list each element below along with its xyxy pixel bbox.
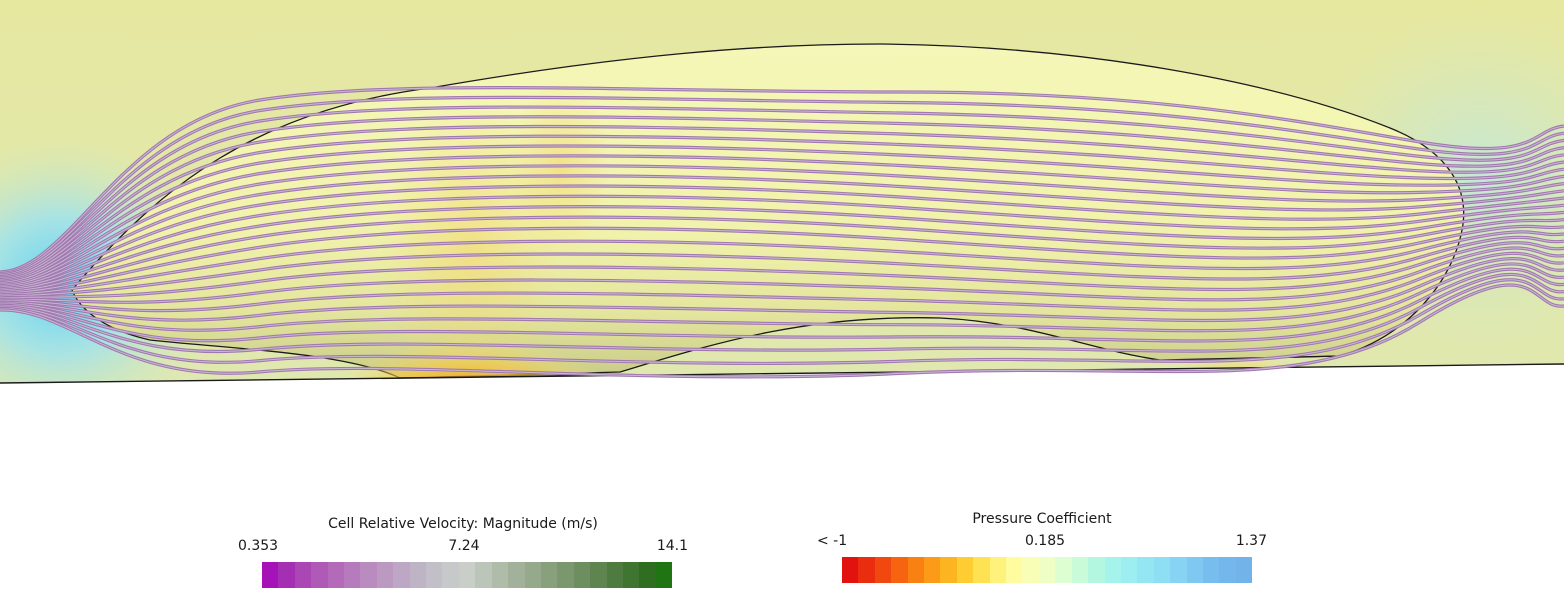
streamlines xyxy=(0,86,1564,379)
streamline-highlight xyxy=(0,145,1564,282)
velocity-legend-min: 0.353 xyxy=(238,538,279,554)
color-swatch xyxy=(622,562,640,588)
color-swatch xyxy=(907,557,925,583)
streamline-highlight xyxy=(0,242,1564,299)
streamline-highlight xyxy=(0,175,1564,287)
streamline-highlight xyxy=(0,252,1564,312)
color-swatch xyxy=(874,557,892,583)
streamline-highlight xyxy=(0,273,1564,353)
color-swatch xyxy=(1006,557,1023,583)
color-swatch xyxy=(590,562,607,588)
streamline-highlight xyxy=(0,216,1564,293)
color-swatch xyxy=(973,557,990,583)
color-swatch xyxy=(1104,557,1121,583)
color-swatch xyxy=(1186,557,1203,583)
streamline-highlight xyxy=(0,185,1564,288)
color-swatch xyxy=(1055,557,1072,583)
pressure-legend: Pressure Coefficient < -1 0.185 1.37 xyxy=(817,511,1267,591)
color-swatch xyxy=(262,562,279,588)
color-swatch xyxy=(360,562,377,588)
color-swatch xyxy=(573,562,591,588)
velocity-legend: Cell Relative Velocity: Magnitude (m/s) … xyxy=(238,516,688,596)
color-swatch xyxy=(1137,557,1154,583)
color-swatch xyxy=(278,562,295,588)
streamline-highlight xyxy=(0,155,1564,284)
color-swatch xyxy=(327,562,345,588)
color-swatch xyxy=(1235,557,1253,583)
color-swatch xyxy=(540,562,558,588)
velocity-legend-max: 14.1 xyxy=(656,538,688,554)
streamline-highlight xyxy=(0,106,1564,276)
streamline-highlight xyxy=(0,125,1564,279)
color-swatch xyxy=(1120,557,1138,583)
color-swatch xyxy=(458,562,476,588)
color-swatch xyxy=(294,562,312,588)
color-swatch xyxy=(1170,557,1187,583)
streamline-highlight xyxy=(0,231,1564,296)
streamline-highlight xyxy=(0,225,1564,294)
color-swatch xyxy=(344,562,361,588)
color-swatch xyxy=(655,562,673,588)
pressure-legend-mid: 0.185 xyxy=(1024,533,1066,549)
color-swatch xyxy=(639,562,656,588)
color-swatch xyxy=(842,557,859,583)
pressure-legend-min: < -1 xyxy=(817,533,848,549)
velocity-legend-mid: 7.24 xyxy=(448,538,480,554)
color-swatch xyxy=(475,562,492,588)
color-swatch xyxy=(442,562,459,588)
streamline-highlight xyxy=(0,206,1564,291)
streamline-highlight xyxy=(0,165,1564,285)
color-swatch xyxy=(393,562,410,588)
streamline-highlight xyxy=(0,268,1564,342)
streamline-highlight xyxy=(0,258,1564,321)
color-swatch xyxy=(1202,557,1220,583)
color-swatch xyxy=(426,562,443,588)
color-swatch xyxy=(1219,557,1236,583)
pressure-legend-title: Pressure Coefficient xyxy=(972,511,1112,527)
streamline-highlight xyxy=(0,116,1564,278)
color-swatch xyxy=(858,557,875,583)
color-swatch xyxy=(606,562,623,588)
color-swatch xyxy=(491,562,509,588)
color-swatch xyxy=(508,562,525,588)
streamline-highlight xyxy=(0,96,1564,274)
streamline-highlight xyxy=(0,195,1564,290)
color-swatch xyxy=(1153,557,1171,583)
streamline-highlight xyxy=(0,87,1564,273)
color-swatch xyxy=(1022,557,1039,583)
velocity-color-bar xyxy=(262,562,673,588)
color-swatch xyxy=(409,562,427,588)
streamline-highlight xyxy=(0,279,1564,364)
ground-line xyxy=(0,363,1564,384)
color-swatch xyxy=(989,557,1007,583)
color-swatch xyxy=(956,557,974,583)
color-swatch xyxy=(376,562,394,588)
pressure-color-bar xyxy=(842,557,1253,583)
color-swatch xyxy=(1038,557,1056,583)
color-swatch xyxy=(940,557,957,583)
front-wheel-contact xyxy=(397,374,611,379)
color-swatch xyxy=(891,557,908,583)
color-swatch xyxy=(1088,557,1105,583)
streamline-highlight xyxy=(0,284,1564,378)
color-swatch xyxy=(524,562,541,588)
color-swatch xyxy=(1071,557,1089,583)
color-swatch xyxy=(924,557,941,583)
color-swatch xyxy=(557,562,574,588)
streamline-highlight xyxy=(0,135,1564,281)
velocity-legend-title: Cell Relative Velocity: Magnitude (m/s) xyxy=(328,516,598,532)
streamline-highlight xyxy=(0,247,1564,303)
streamline-highlight xyxy=(0,236,1564,297)
pressure-legend-max: 1.37 xyxy=(1235,533,1267,549)
streamline-highlight xyxy=(0,263,1564,332)
color-swatch xyxy=(311,562,328,588)
